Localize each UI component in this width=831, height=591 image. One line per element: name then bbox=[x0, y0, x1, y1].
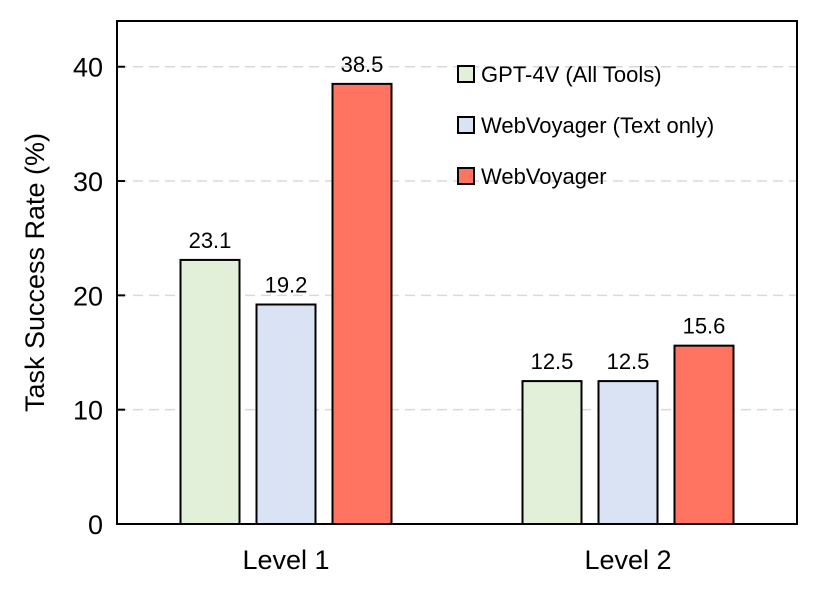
bar bbox=[597, 380, 659, 525]
bar bbox=[673, 344, 735, 525]
y-axis-ticks: 0 10 20 30 40 bbox=[73, 53, 125, 540]
y-tick-label: 0 bbox=[88, 510, 103, 540]
bar-value-label: 19.2 bbox=[265, 273, 308, 298]
x-axis-ticks: Level 1 Level 2 bbox=[242, 545, 671, 575]
x-tick-label: Level 2 bbox=[584, 545, 671, 575]
bars-layer bbox=[179, 82, 735, 525]
bar-value-label: 38.5 bbox=[341, 52, 384, 77]
bar bbox=[521, 380, 583, 525]
bar-value-label: 12.5 bbox=[607, 349, 650, 374]
y-tick-label: 20 bbox=[73, 281, 103, 311]
bar-value-label: 23.1 bbox=[189, 228, 232, 253]
bar bbox=[179, 258, 241, 525]
bar bbox=[255, 303, 317, 525]
legend-swatch bbox=[457, 65, 475, 83]
plot-frame bbox=[116, 20, 798, 525]
y-axis-label: Task Success Rate (%) bbox=[20, 133, 50, 412]
legend-label: WebVoyager (Text only) bbox=[481, 113, 714, 138]
legend-label: GPT-4V (All Tools) bbox=[481, 62, 662, 87]
y-tick-label: 10 bbox=[73, 396, 103, 426]
legend-label: WebVoyager bbox=[481, 164, 607, 189]
legend-swatch bbox=[457, 167, 475, 185]
bar-value-label: 12.5 bbox=[531, 349, 574, 374]
bar-value-label: 15.6 bbox=[683, 314, 726, 339]
legend-swatch bbox=[457, 116, 475, 134]
y-tick-label: 40 bbox=[73, 53, 103, 83]
y-tick-label: 30 bbox=[73, 167, 103, 197]
legend: GPT-4V (All Tools) WebVoyager (Text only)… bbox=[457, 62, 714, 189]
value-labels-layer: 23.1 19.2 38.5 12.5 12.5 15.6 bbox=[189, 52, 726, 374]
bar bbox=[331, 82, 393, 525]
x-tick-label: Level 1 bbox=[242, 545, 329, 575]
